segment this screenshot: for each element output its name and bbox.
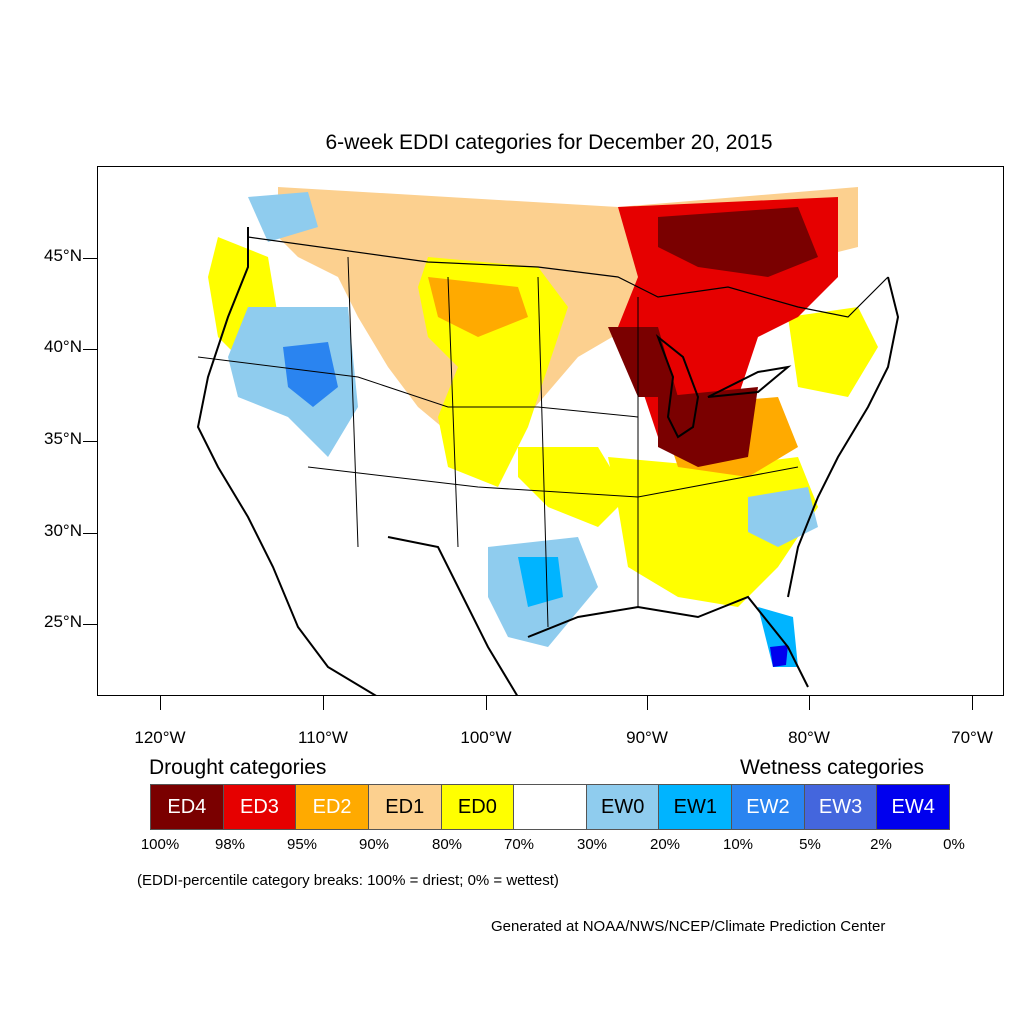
lake-michigan	[655, 333, 700, 439]
lon-label: 80°W	[788, 728, 830, 747]
lon-label: 70°W	[951, 728, 993, 747]
lon-tick	[160, 696, 161, 710]
ed4-region-ohio-valley	[658, 387, 758, 467]
lat-tick	[83, 258, 97, 259]
ew0-region-carolinas	[748, 487, 818, 547]
wetness-heading: Wetness categories	[740, 756, 925, 779]
legend-swatch: ED2	[296, 785, 369, 829]
lat-label: 25°N	[44, 612, 82, 631]
lon-tick	[809, 696, 810, 710]
break-label: 2%	[870, 836, 892, 853]
break-label: 10%	[722, 836, 754, 853]
state-line-1	[197, 356, 639, 418]
eddi-map	[196, 187, 900, 695]
map-panel	[97, 166, 1004, 696]
lon-tick	[972, 696, 973, 710]
lat-tick	[83, 349, 97, 350]
lat-label: 35°N	[44, 429, 82, 448]
lat-label: 30°N	[44, 521, 82, 540]
lat-label: 40°N	[44, 337, 82, 356]
us-outline	[196, 227, 900, 695]
ew0-region-pacific-nw	[248, 192, 318, 242]
ed0-region-northeast	[788, 307, 878, 397]
lat-tick	[83, 624, 97, 625]
map-title: 6-week EDDI categories for December 20, …	[325, 131, 773, 154]
lat-tick	[83, 441, 97, 442]
ew4-region-florida	[770, 645, 788, 667]
lat-tick	[83, 533, 97, 534]
break-label: 90%	[358, 836, 390, 853]
break-label: 0%	[943, 836, 965, 853]
legend-swatch: EW0	[586, 785, 660, 829]
credit-line: Generated at NOAA/NWS/NCEP/Climate Predi…	[491, 918, 886, 935]
legend-swatch: ED0	[441, 785, 515, 829]
lake-erie	[707, 365, 792, 398]
lon-label: 90°W	[626, 728, 668, 747]
break-label: 20%	[649, 836, 681, 853]
lon-label: 110°W	[298, 728, 348, 747]
ew1-region-great-basin	[283, 342, 338, 407]
break-label: 30%	[576, 836, 608, 853]
lon-tick	[323, 696, 324, 710]
break-label: 70%	[503, 836, 535, 853]
drought-heading: Drought categories	[149, 756, 327, 779]
ed0-region-plains	[518, 447, 628, 527]
ed2-region-dakotas	[428, 277, 528, 337]
lon-label: 100°W	[460, 728, 512, 747]
break-label: 100%	[140, 836, 180, 853]
legend-swatch: EW3	[804, 785, 878, 829]
lat-label: 45°N	[44, 246, 82, 265]
lon-label: 120°W	[134, 728, 186, 747]
state-line-2	[307, 466, 799, 498]
ew1-region-texas	[518, 557, 563, 607]
coast-and-borders	[196, 227, 900, 695]
break-label: 80%	[431, 836, 463, 853]
canada-border	[247, 236, 889, 318]
legend-swatch: EW2	[732, 785, 805, 829]
break-label: 98%	[214, 836, 246, 853]
category-fields	[208, 187, 878, 667]
category-legend: ED4 ED3 ED2 ED1 ED0 EW0 EW1 EW2 EW3 EW4	[150, 784, 950, 830]
state-line-3	[347, 256, 639, 628]
category-note: (EDDI-percentile category breaks: 100% =…	[137, 872, 559, 889]
legend-swatch: EW1	[659, 785, 733, 829]
legend-swatch: ED3	[223, 785, 297, 829]
lon-tick	[486, 696, 487, 710]
legend-swatch	[514, 785, 587, 829]
lon-tick	[647, 696, 648, 710]
break-label: 95%	[286, 836, 318, 853]
legend-swatch: ED1	[368, 785, 442, 829]
ed4-region-ontario	[658, 207, 818, 277]
legend-swatch: EW4	[877, 785, 950, 829]
break-label: 5%	[799, 836, 821, 853]
legend-swatch: ED4	[151, 785, 224, 829]
